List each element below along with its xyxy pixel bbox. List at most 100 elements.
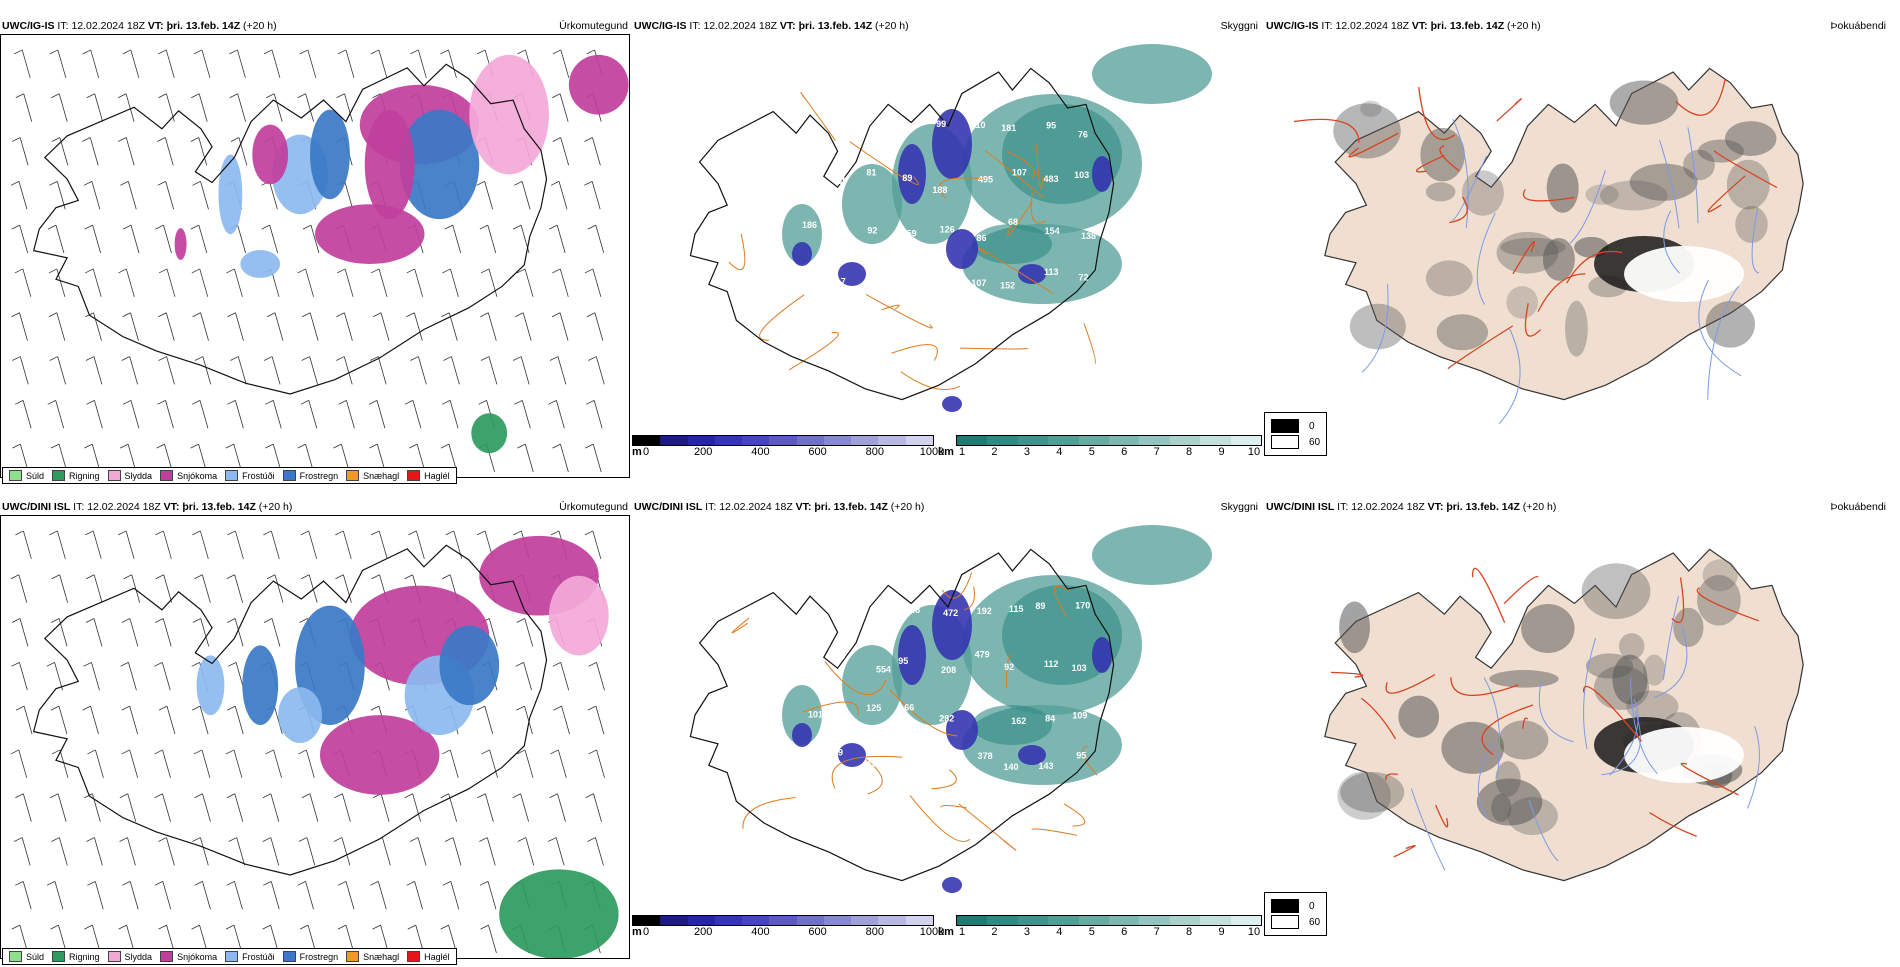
field-patch — [568, 54, 629, 115]
colorbar-cell — [1139, 436, 1170, 445]
visibility-label: 133 — [799, 273, 814, 283]
field-patch — [1018, 745, 1046, 765]
wind-barb — [263, 880, 280, 910]
legend-label: Snæhagl — [363, 951, 400, 962]
legend-swatch — [346, 470, 360, 481]
field-patch — [1092, 156, 1112, 192]
road — [1439, 145, 1460, 172]
field-patch — [1624, 246, 1744, 302]
road — [1006, 653, 1013, 689]
visibility-label: 88 — [835, 651, 845, 661]
wind-barb — [158, 837, 175, 866]
wind-barb — [51, 93, 68, 122]
visibility-label: 154 — [1045, 226, 1060, 236]
wind-barb — [406, 312, 423, 341]
wind-barb — [192, 618, 210, 647]
road — [1393, 844, 1416, 858]
colorbar-cell — [823, 436, 852, 445]
wind-barb — [227, 399, 244, 429]
wind-barb — [263, 356, 281, 385]
vt-label: VT: — [1427, 501, 1444, 513]
road — [1447, 325, 1514, 370]
visibility-label: 415 — [841, 599, 856, 609]
colorbar-cell — [796, 436, 824, 445]
wind-barb — [551, 93, 569, 122]
legend-label: Slydda — [124, 951, 153, 962]
colorbar-cell — [987, 436, 1018, 445]
road — [865, 293, 933, 329]
wind-barb — [368, 399, 386, 429]
wind-barb — [155, 224, 172, 254]
wind-barb — [550, 180, 568, 210]
wind-barb — [117, 530, 135, 559]
wind-barb — [372, 793, 390, 822]
field-patch — [439, 625, 500, 706]
road — [1649, 812, 1697, 837]
field-patch — [1398, 695, 1440, 738]
road — [1583, 685, 1643, 742]
visibility-label: 226 — [875, 611, 890, 621]
road — [1481, 704, 1534, 756]
wind-barb — [51, 574, 69, 603]
field-patch — [1349, 303, 1406, 350]
road — [1360, 697, 1397, 740]
field-patch — [1002, 585, 1122, 685]
legend-swatch — [52, 470, 66, 481]
wind-barb — [10, 180, 28, 210]
field-patch — [499, 869, 619, 958]
visibility-label: 81 — [866, 168, 876, 178]
visibility-label: 105 — [765, 709, 780, 719]
field-patch — [1643, 654, 1666, 686]
colorbar-tick: 200 — [694, 926, 713, 938]
field-name: Skyggni — [1220, 501, 1258, 513]
field-patch — [1697, 139, 1744, 163]
wind-barb — [194, 793, 211, 822]
visibility-colorbar-km-row2: km 1 2 3 4 5 6 7 8 9 10 — [938, 915, 1262, 938]
field-patch — [1697, 575, 1741, 626]
wind-barb — [192, 180, 209, 210]
wind-barb — [516, 268, 534, 297]
field-patch — [932, 109, 972, 179]
field-patch — [1673, 607, 1704, 648]
wind-barb — [297, 93, 314, 122]
colorbar-cells — [632, 435, 934, 446]
field-patch — [174, 228, 187, 260]
wind-barb — [154, 880, 172, 910]
wind-barb — [14, 268, 32, 297]
visibility-label: 107 — [1012, 168, 1027, 178]
wind-barb — [226, 880, 243, 910]
visibility-label: 96 — [900, 272, 910, 282]
panel-title: UWC/IG-IS IT: 12.02.2024 18Z VT: þri. 13… — [1266, 20, 1541, 32]
colorbar-tick: 10 — [1247, 446, 1261, 458]
it-label: IT: — [1321, 20, 1333, 32]
legend-swatch — [282, 470, 296, 481]
road — [1471, 567, 1506, 623]
wind-barb — [46, 661, 63, 691]
wind-barb — [227, 661, 245, 691]
colorbar-cell — [1230, 916, 1262, 925]
legend-swatch — [52, 951, 66, 962]
colorbar-tick: 7 — [1153, 926, 1160, 938]
colorbar-cell — [742, 916, 770, 925]
visibility-label: 112 — [898, 122, 913, 132]
visibility-label: 95 — [1046, 121, 1056, 131]
wind-barb — [551, 312, 569, 341]
colorbar-tick: 1 — [958, 446, 966, 458]
field-patch — [1600, 180, 1668, 211]
field-patch — [252, 124, 289, 185]
fog-map — [1293, 67, 1804, 425]
river — [1538, 678, 1574, 743]
field-patch — [1565, 300, 1588, 357]
wind-barb — [406, 880, 423, 910]
wind-barb — [444, 224, 462, 254]
wind-barb — [409, 837, 427, 866]
colorbar-cell — [660, 436, 688, 445]
wind-barb — [480, 356, 498, 385]
field-patch — [1337, 771, 1391, 820]
visibility-label: 694 — [832, 702, 847, 712]
field-patch — [399, 109, 480, 220]
vt-label: VT: — [779, 20, 796, 32]
wind-barb — [15, 530, 32, 559]
field-patch — [1340, 772, 1405, 813]
wind-barb — [444, 837, 462, 866]
